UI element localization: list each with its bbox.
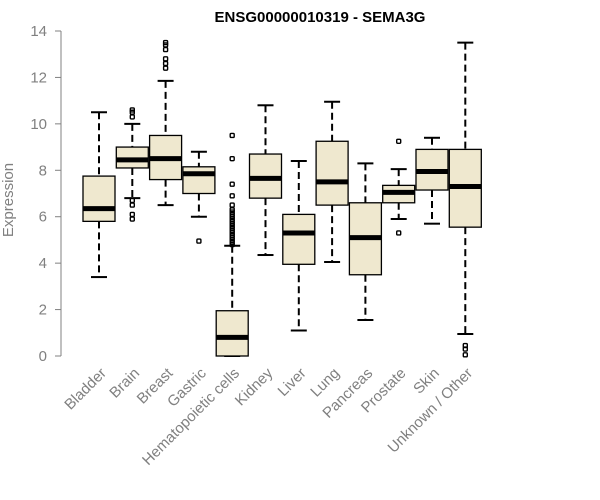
outlier-point: [229, 155, 235, 162]
outlier-point: [129, 107, 136, 113]
box-group-hematopoietic-cells: [215, 132, 249, 357]
box-group-pancreas: [348, 162, 383, 322]
outlier-point: [396, 138, 402, 144]
outlier-point: [129, 216, 136, 222]
box-group-kidney: [248, 104, 283, 257]
box-group-lung: [315, 100, 349, 263]
y-tick-label: 2: [39, 302, 47, 319]
outlier-point: [129, 114, 136, 120]
outlier-point: [229, 181, 235, 187]
x-tick-label: Bladder: [61, 365, 110, 414]
box-group-bladder: [82, 111, 116, 279]
x-tick-label: Kidney: [232, 364, 277, 409]
outlier-point: [129, 202, 136, 208]
outlier-point: [162, 46, 169, 53]
y-axis-label: Expression: [0, 163, 17, 237]
box-group-liver: [282, 160, 316, 332]
outlier-point: [129, 197, 136, 204]
outlier-point: [396, 230, 402, 236]
box-group-prostate: [382, 138, 416, 236]
outlier-point: [162, 56, 169, 62]
box-group-brain: [115, 107, 149, 222]
y-tick-label: 6: [39, 209, 47, 226]
outlier-point: [229, 193, 235, 199]
box-group-breast: [148, 39, 183, 207]
outlier-point: [229, 132, 235, 139]
y-tick-label: 12: [30, 69, 47, 86]
chart-title: ENSG00000010319 - SEMA3G: [215, 9, 426, 26]
outlier-point: [162, 60, 169, 67]
outlier-point: [196, 238, 202, 244]
iqr-box: [282, 213, 316, 265]
boxes-group: [82, 39, 482, 358]
outlier-point: [129, 211, 136, 218]
box-group-gastric: [182, 150, 216, 244]
outlier-point: [162, 65, 169, 71]
iqr-box: [82, 175, 116, 223]
y-tick-label: 4: [39, 255, 47, 272]
box-group-unknown-other: [448, 41, 482, 358]
iqr-box: [182, 166, 216, 195]
iqr-box: [315, 140, 349, 206]
outlier-point: [229, 202, 235, 208]
y-tick-label: 10: [30, 116, 47, 133]
iqr-box: [215, 310, 249, 357]
y-axis: 0 2 4 6 8 10 12 14: [30, 23, 62, 365]
y-tick-label: 8: [39, 162, 47, 179]
y-tick-label: 0: [39, 348, 47, 365]
outlier-point: [462, 342, 468, 349]
y-tick-label: 14: [30, 23, 47, 40]
box-group-skin: [415, 136, 449, 225]
outlier-point: [162, 39, 169, 46]
outlier-point: [462, 352, 468, 358]
x-tick-label: Liver: [275, 365, 310, 400]
